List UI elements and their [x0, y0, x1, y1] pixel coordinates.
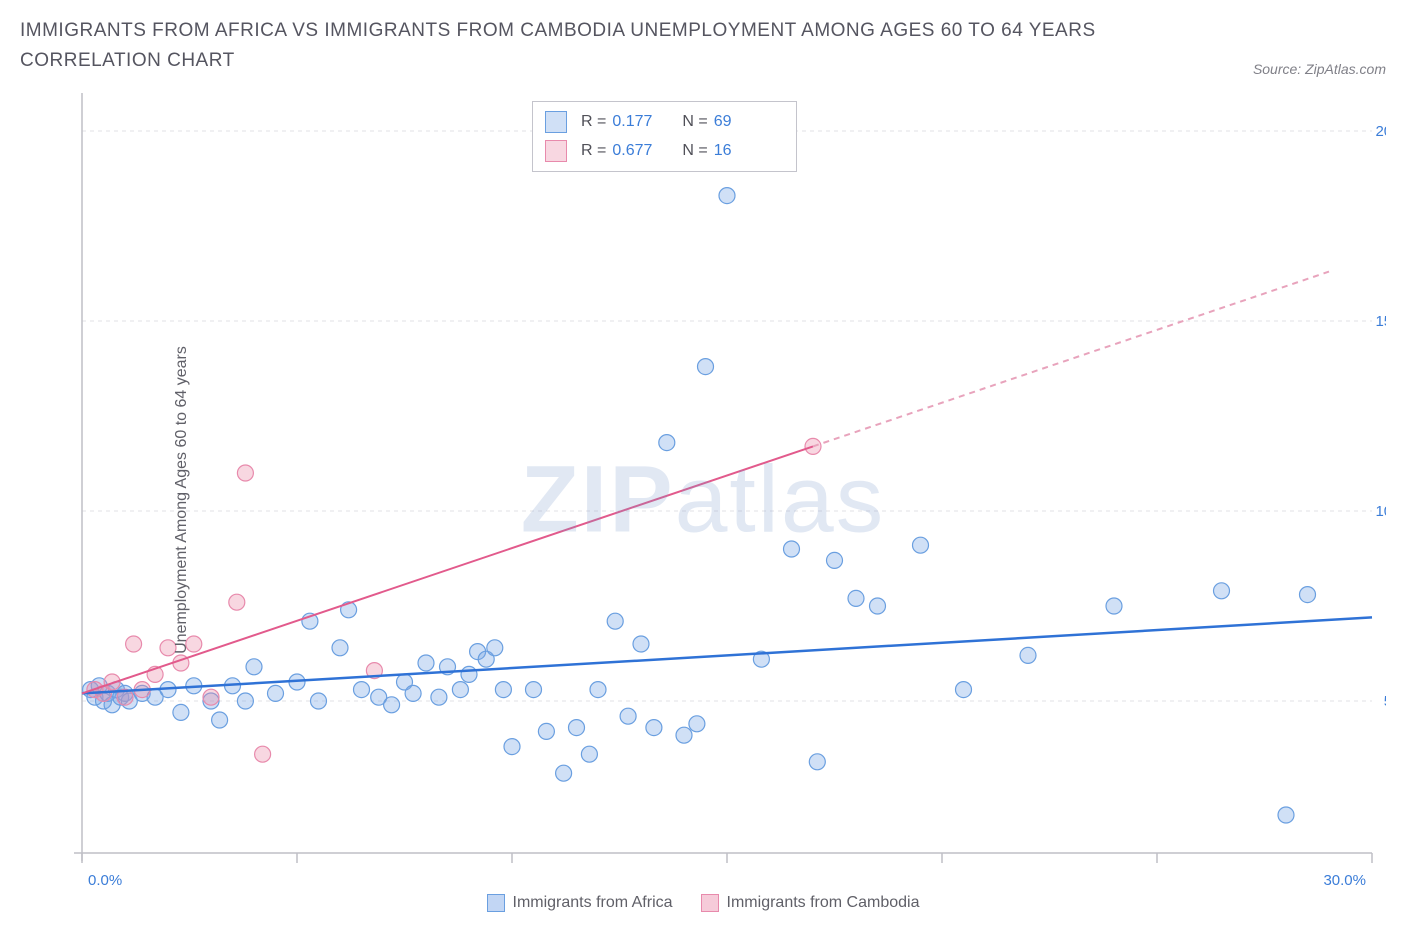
- data-point: [1278, 807, 1294, 823]
- trend-line-extrapolated: [813, 271, 1329, 446]
- n-label: N =: [682, 108, 707, 137]
- n-label: N =: [682, 137, 707, 166]
- data-point: [487, 640, 503, 656]
- data-point: [689, 716, 705, 732]
- data-point: [495, 681, 511, 697]
- data-point: [1300, 586, 1316, 602]
- x-tick-label: 30.0%: [1323, 872, 1366, 889]
- legend-swatch: [701, 894, 719, 912]
- data-point: [237, 465, 253, 481]
- data-point: [504, 738, 520, 754]
- data-point: [173, 704, 189, 720]
- legend-label: Immigrants from Cambodia: [727, 894, 920, 912]
- legend-item: Immigrants from Cambodia: [701, 894, 920, 912]
- n-value: 69: [714, 108, 766, 137]
- data-point: [255, 746, 271, 762]
- stats-row: R =0.677 N = 16: [545, 137, 784, 166]
- data-point: [538, 723, 554, 739]
- data-point: [126, 636, 142, 652]
- data-point: [268, 685, 284, 701]
- data-point: [676, 727, 692, 743]
- series-legend: Immigrants from Africa Immigrants from Ca…: [20, 894, 1386, 917]
- source-credit: Source: ZipAtlas.com: [1253, 61, 1386, 77]
- data-point: [607, 613, 623, 629]
- data-point: [311, 693, 327, 709]
- data-point: [620, 708, 636, 724]
- legend-label: Immigrants from Africa: [513, 894, 673, 912]
- data-point: [354, 681, 370, 697]
- chart-container: Unemployment Among Ages 60 to 64 years 5…: [20, 85, 1386, 915]
- legend-swatch: [545, 140, 567, 162]
- data-point: [646, 719, 662, 735]
- data-point: [590, 681, 606, 697]
- y-tick-label: 20.0%: [1375, 123, 1386, 140]
- legend-item: Immigrants from Africa: [487, 894, 673, 912]
- data-point: [526, 681, 542, 697]
- data-point: [784, 541, 800, 557]
- data-point: [237, 693, 253, 709]
- data-point: [809, 754, 825, 770]
- chart-title: IMMIGRANTS FROM AFRICA VS IMMIGRANTS FRO…: [20, 16, 1120, 77]
- data-point: [659, 434, 675, 450]
- y-tick-label: 10.0%: [1375, 503, 1386, 520]
- data-point: [1106, 598, 1122, 614]
- scatter-chart: 5.0% 10.0% 15.0% 20.0% 0.0% 30.0%: [20, 85, 1386, 915]
- data-point: [461, 666, 477, 682]
- data-point: [827, 552, 843, 568]
- r-label: R =: [581, 137, 606, 166]
- data-point: [569, 719, 585, 735]
- y-axis-label: Unemployment Among Ages 60 to 64 years: [173, 346, 191, 654]
- legend-swatch: [545, 111, 567, 133]
- data-point: [405, 685, 421, 701]
- data-point: [913, 537, 929, 553]
- stats-row: R =0.177 N = 69: [545, 108, 784, 137]
- data-point: [203, 689, 219, 705]
- data-point: [431, 689, 447, 705]
- correlation-stats-box: R =0.177 N = 69 R =0.677 N = 16: [532, 101, 797, 173]
- r-value: 0.177: [612, 108, 664, 137]
- r-label: R =: [581, 108, 606, 137]
- data-point: [848, 590, 864, 606]
- y-tick-label: 5.0%: [1384, 693, 1386, 710]
- r-value: 0.677: [612, 137, 664, 166]
- data-point: [384, 697, 400, 713]
- data-point: [418, 655, 434, 671]
- y-tick-label: 15.0%: [1375, 313, 1386, 330]
- n-value: 16: [714, 137, 766, 166]
- data-point: [212, 712, 228, 728]
- data-point: [633, 636, 649, 652]
- data-point: [229, 594, 245, 610]
- data-point: [246, 659, 262, 675]
- data-point: [332, 640, 348, 656]
- legend-swatch: [487, 894, 505, 912]
- data-point: [870, 598, 886, 614]
- data-point: [581, 746, 597, 762]
- data-point: [452, 681, 468, 697]
- data-point: [1214, 583, 1230, 599]
- data-point: [698, 358, 714, 374]
- x-tick-label: 0.0%: [88, 872, 122, 889]
- data-point: [956, 681, 972, 697]
- data-point: [556, 765, 572, 781]
- data-point: [719, 187, 735, 203]
- data-point: [1020, 647, 1036, 663]
